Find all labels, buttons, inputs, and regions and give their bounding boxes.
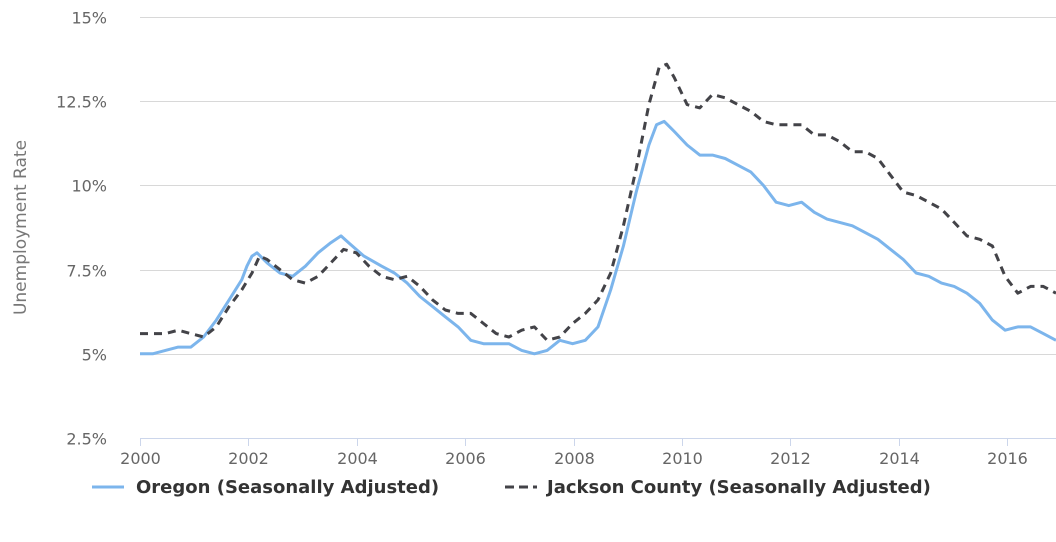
- series-lines: [140, 62, 1056, 356]
- legend-label: Oregon (Seasonally Adjusted): [136, 477, 439, 498]
- y-tick-label: 10%: [71, 177, 107, 196]
- x-tick-label: 2010: [662, 449, 703, 468]
- y-tick-label: 5%: [82, 346, 107, 365]
- x-tick-label: 2012: [770, 449, 811, 468]
- x-tick-label: 2002: [228, 449, 269, 468]
- y-axis-title: Unemployment Rate: [11, 140, 31, 315]
- grid-lines: [140, 17, 1056, 439]
- x-tick-label: 2008: [554, 449, 595, 468]
- x-tick-label: 2006: [445, 449, 486, 468]
- y-tick-label: 12.5%: [56, 93, 107, 112]
- x-tick-label: 2016: [987, 449, 1028, 468]
- x-tick-label: 2000: [120, 449, 161, 468]
- legend-label: Jackson County (Seasonally Adjusted): [545, 477, 931, 498]
- y-axis: 2.5% 5% 7.5% 10% 12.5% 15%: [56, 9, 107, 449]
- series-line-jackson-county[interactable]: [140, 62, 1056, 342]
- legend-item-oregon[interactable]: Oregon (Seasonally Adjusted): [92, 477, 439, 498]
- x-tick-label: 2004: [337, 449, 378, 468]
- y-tick-label: 2.5%: [66, 430, 107, 449]
- series-line-oregon[interactable]: [140, 119, 1056, 356]
- legend[interactable]: Oregon (Seasonally Adjusted) Jackson Coun…: [92, 477, 931, 498]
- x-tick-label: 2014: [879, 449, 920, 468]
- x-axis: 2000 2002 2004 2006 2008 2010 2012 2014 2016: [120, 438, 1056, 468]
- y-tick-label: 15%: [71, 9, 107, 28]
- legend-item-jackson-county[interactable]: Jackson County (Seasonally Adjusted): [505, 477, 931, 498]
- y-tick-label: 7.5%: [66, 262, 107, 281]
